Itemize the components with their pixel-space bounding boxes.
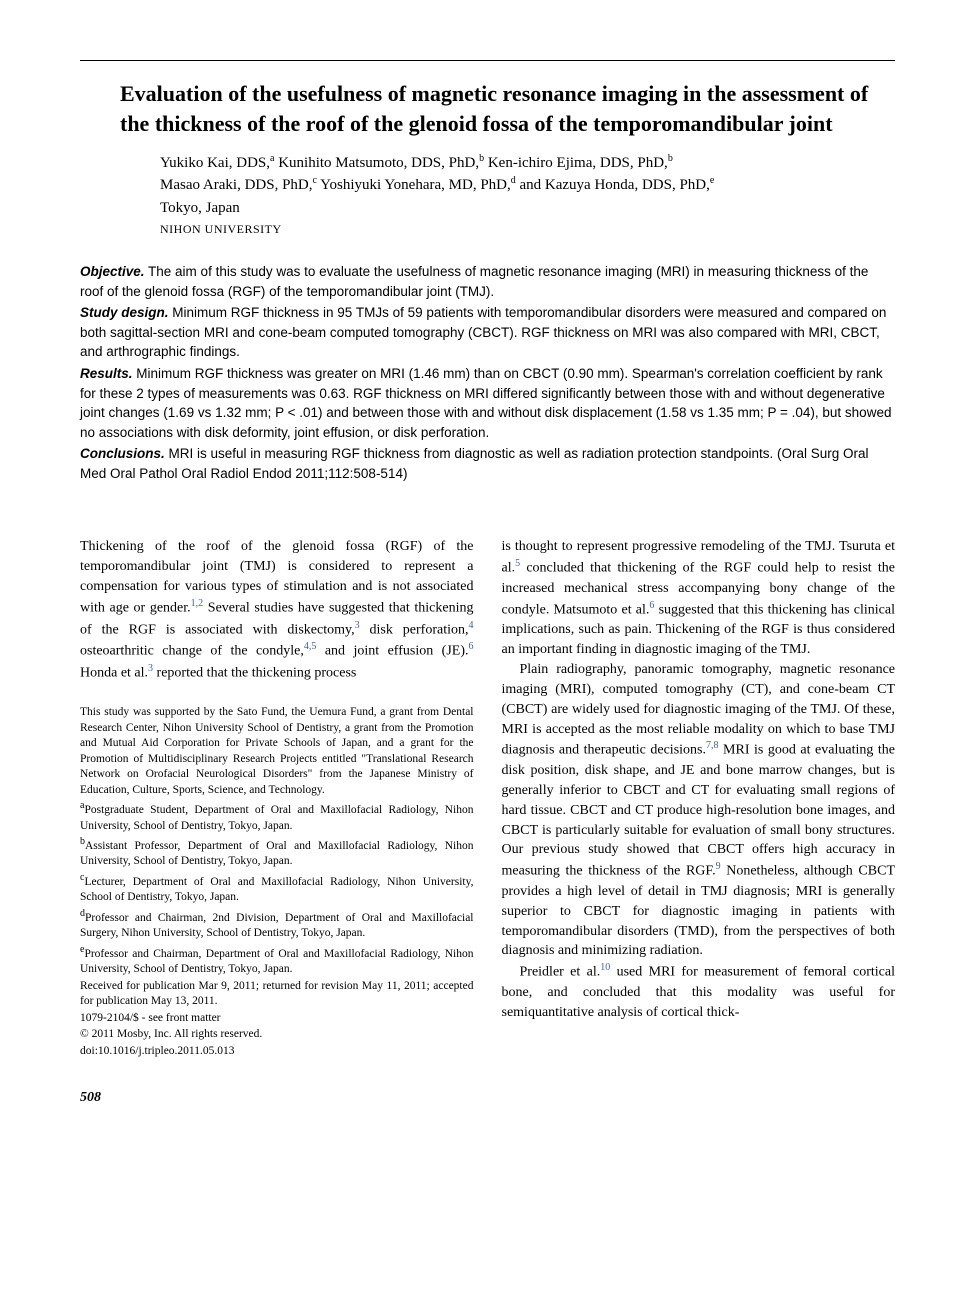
title-block: Evaluation of the usefulness of magnetic… [120,79,895,138]
author-seg: Yoshiyuki Yonehara, MD, PhD, [317,177,511,193]
author-seg: Yukiko Kai, DDS, [160,155,270,171]
footnote-doi: doi:10.1016/j.tripleo.2011.05.013 [80,1044,474,1060]
abs-label-results: Results. [80,366,133,381]
footnote-copyright: © 2011 Mosby, Inc. All rights reserved. [80,1027,474,1043]
body-paragraph: is thought to represent progressive remo… [502,537,896,660]
author-seg: Masao Araki, DDS, PhD, [160,177,313,193]
ref-link[interactable]: 1,2 [191,598,204,609]
body-paragraph: Thickening of the roof of the glenoid fo… [80,537,474,683]
ref-link[interactable]: 6 [469,641,474,652]
footnote-text: Professor and Chairman, 2nd Division, De… [80,912,474,940]
ref-link[interactable]: 10 [600,962,610,973]
abstract-design: Study design. Minimum RGF thickness in 9… [80,303,895,362]
footnote-received: Received for publication Mar 9, 2011; re… [80,979,474,1010]
footnote-affil-a: aPostgraduate Student, Department of Ora… [80,799,474,834]
ref-link[interactable]: 7,8 [706,740,719,751]
affil-sup: e [710,175,714,186]
top-rule [80,60,895,61]
footnote-text: Assistant Professor, Department of Oral … [80,840,474,868]
affil-sup: b [668,153,673,164]
body-text: MRI is good at evaluating the disk posit… [502,743,896,879]
author-institution: NIHON UNIVERSITY [160,221,895,238]
abs-text: Minimum RGF thickness was greater on MRI… [80,366,891,440]
footnote-text: Professor and Chairman, Department of Or… [80,947,474,975]
body-text: Honda et al. [80,665,148,680]
body-text: reported that the thickening process [153,665,356,680]
body-columns: Thickening of the roof of the glenoid fo… [80,537,895,1060]
abstract-conclusions: Conclusions. MRI is useful in measuring … [80,444,895,483]
body-paragraph: Preidler et al.10 used MRI for measureme… [502,961,896,1022]
page-number: 508 [80,1090,895,1106]
author-seg: Ken-ichiro Ejima, DDS, PhD, [484,155,668,171]
article-title: Evaluation of the usefulness of magnetic… [120,79,895,138]
author-seg: Kunihito Matsumoto, DDS, PhD, [274,155,479,171]
footnote-affil-c: cLecturer, Department of Oral and Maxill… [80,871,474,906]
body-text: Preidler et al. [520,965,601,980]
authors-block: Yukiko Kai, DDS,a Kunihito Matsumoto, DD… [160,152,895,238]
footnotes: This study was supported by the Sato Fun… [80,705,474,1059]
footnote-funding: This study was supported by the Sato Fun… [80,705,474,798]
left-column: Thickening of the roof of the glenoid fo… [80,537,474,1060]
footnote-text: Postgraduate Student, Department of Oral… [80,804,474,832]
author-seg: and Kazuya Honda, DDS, PhD, [516,177,710,193]
abs-label-objective: Objective. [80,264,145,279]
body-text: and joint effusion (JE). [316,644,468,659]
abs-text: Minimum RGF thickness in 95 TMJs of 59 p… [80,305,886,359]
footnote-issn: 1079-2104/$ - see front matter [80,1011,474,1027]
footnote-affil-b: bAssistant Professor, Department of Oral… [80,835,474,870]
abs-text: MRI is useful in measuring RGF thickness… [80,446,869,481]
abstract: Objective. The aim of this study was to … [80,262,895,483]
abs-label-design: Study design. [80,305,169,320]
ref-link[interactable]: 4 [469,620,474,631]
abstract-objective: Objective. The aim of this study was to … [80,262,895,301]
footnote-text: Lecturer, Department of Oral and Maxillo… [80,876,474,904]
abs-label-conclusions: Conclusions. [80,446,165,461]
right-column: is thought to represent progressive remo… [502,537,896,1060]
abs-text: The aim of this study was to evaluate th… [80,264,868,299]
abstract-results: Results. Minimum RGF thickness was great… [80,364,895,442]
author-location: Tokyo, Japan [160,198,895,219]
body-text: disk perforation, [360,622,469,637]
authors-line: Yukiko Kai, DDS,a Kunihito Matsumoto, DD… [160,152,895,196]
ref-link[interactable]: 4,5 [304,641,317,652]
footnote-affil-e: eProfessor and Chairman, Department of O… [80,943,474,978]
body-text: osteoarthritic change of the condyle, [80,644,304,659]
body-paragraph: Plain radiography, panoramic tomography,… [502,660,896,961]
footnote-affil-d: dProfessor and Chairman, 2nd Division, D… [80,907,474,942]
